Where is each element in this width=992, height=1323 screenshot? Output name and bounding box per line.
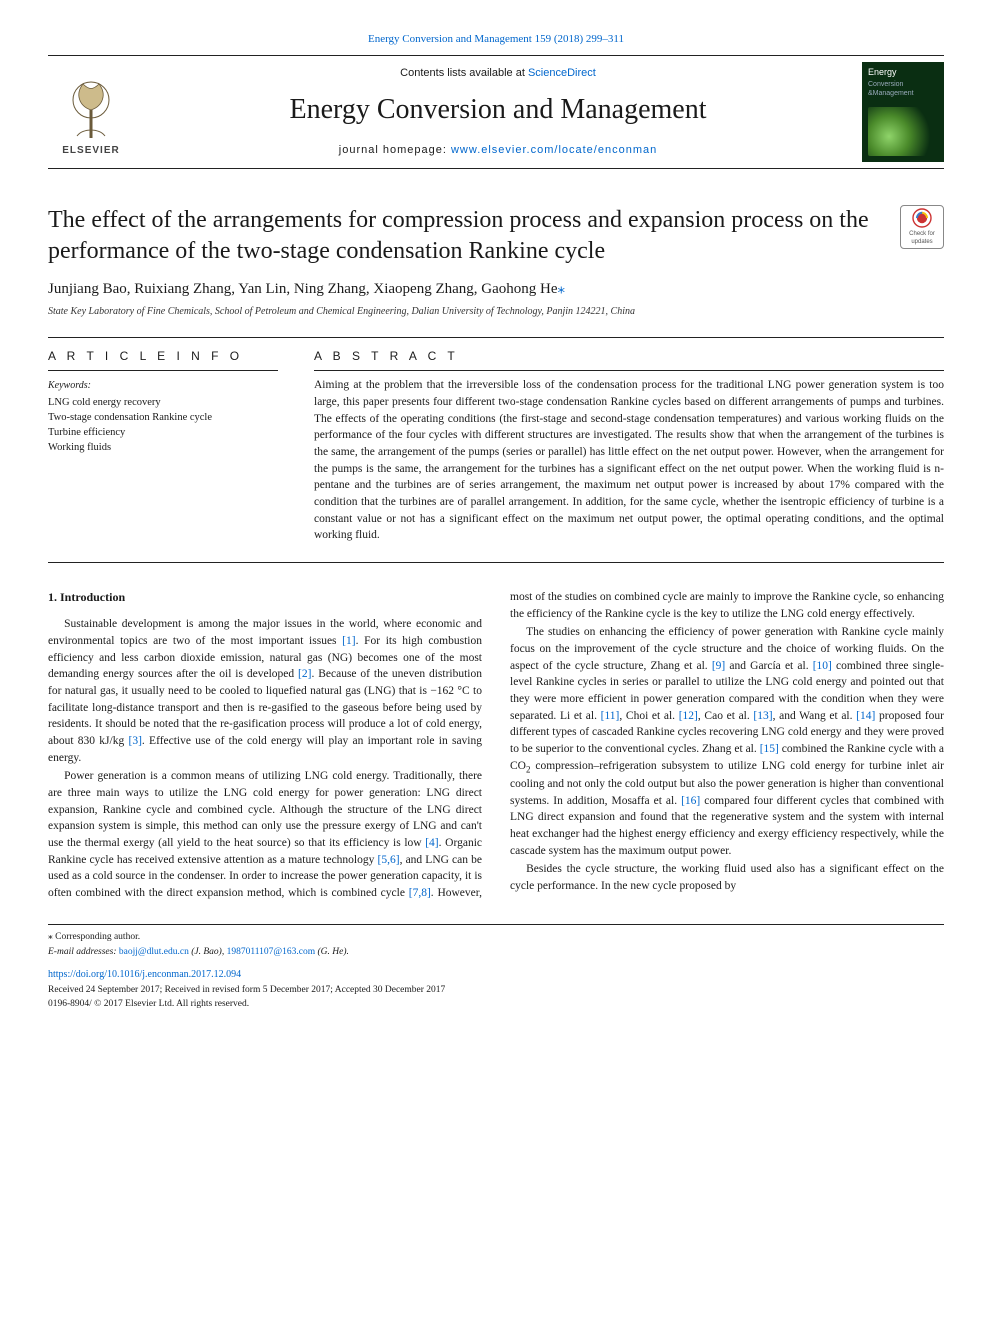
authors-list: Junjiang Bao, Ruixiang Zhang, Yan Lin, N…	[48, 281, 558, 297]
masthead-center: Contents lists available at ScienceDirec…	[146, 66, 850, 157]
abstract-label: A B S T R A C T	[314, 348, 944, 364]
email-who: (G. He).	[315, 947, 349, 957]
keywords-label: Keywords:	[48, 379, 278, 393]
corresponding-note: ⁎ Corresponding author.	[48, 931, 944, 944]
cover-art	[868, 107, 938, 156]
abstract-text: Aiming at the problem that the irreversi…	[314, 377, 944, 544]
badge-line1: Check for	[909, 230, 935, 238]
doi-line: https://doi.org/10.1016/j.enconman.2017.…	[48, 968, 944, 982]
article-info-label: A R T I C L E I N F O	[48, 348, 278, 364]
homepage-prefix: journal homepage:	[339, 144, 451, 156]
running-head-link[interactable]: Energy Conversion and Management 159 (20…	[368, 33, 624, 45]
keyword: LNG cold energy recovery	[48, 395, 278, 410]
authors: Junjiang Bao, Ruixiang Zhang, Yan Lin, N…	[48, 279, 944, 299]
ref-link[interactable]: [2]	[298, 668, 311, 680]
ref-link[interactable]: [13]	[753, 710, 772, 722]
copyright-line: 0196-8904/ © 2017 Elsevier Ltd. All righ…	[48, 998, 944, 1011]
publisher-logo: ELSEVIER	[48, 62, 134, 162]
affiliation: State Key Laboratory of Fine Chemicals, …	[48, 305, 944, 319]
keyword: Two-stage condensation Rankine cycle	[48, 410, 278, 425]
keyword: Working fluids	[48, 440, 278, 455]
sciencedirect-link[interactable]: ScienceDirect	[528, 67, 596, 79]
para: Sustainable development is among the maj…	[48, 616, 482, 766]
contents-prefix: Contents lists available at	[400, 67, 528, 79]
article-title: The effect of the arrangements for compr…	[48, 205, 884, 267]
article-info-col: A R T I C L E I N F O Keywords: LNG cold…	[48, 348, 278, 544]
para: Besides the cycle structure, the working…	[510, 861, 944, 894]
ref-link[interactable]: [14]	[856, 710, 875, 722]
ref-link[interactable]: [4]	[425, 837, 438, 849]
journal-name: Energy Conversion and Management	[146, 91, 850, 129]
ref-link[interactable]: [12]	[679, 710, 698, 722]
footer: ⁎ Corresponding author. E-mail addresses…	[48, 924, 944, 1011]
elsevier-tree-icon	[61, 70, 121, 142]
ref-link[interactable]: [9]	[712, 660, 725, 672]
title-block: The effect of the arrangements for compr…	[48, 205, 944, 267]
ref-link[interactable]: [1]	[342, 635, 355, 647]
homepage-line: journal homepage: www.elsevier.com/locat…	[146, 143, 850, 158]
badge-line2: updates	[911, 238, 932, 246]
check-updates-badge[interactable]: Check for updates	[900, 205, 944, 249]
email-link[interactable]: 1987011107@163.com	[227, 947, 316, 957]
rule-abstract	[314, 370, 944, 371]
cover-title: Energy	[868, 68, 938, 78]
ref-link[interactable]: [3]	[129, 735, 142, 747]
ref-link[interactable]: [7,8]	[409, 887, 431, 899]
masthead: ELSEVIER Contents lists available at Sci…	[48, 55, 944, 169]
crossmark-icon	[912, 208, 932, 228]
ref-link[interactable]: [15]	[760, 743, 779, 755]
journal-cover-thumb: Energy Conversion &Management	[862, 62, 944, 162]
homepage-link[interactable]: www.elsevier.com/locate/enconman	[451, 144, 657, 156]
contents-line: Contents lists available at ScienceDirec…	[146, 66, 850, 81]
emails-label: E-mail addresses:	[48, 947, 119, 957]
para: The studies on enhancing the efficiency …	[510, 624, 944, 859]
rule-info	[48, 370, 278, 371]
running-head: Energy Conversion and Management 159 (20…	[48, 32, 944, 47]
email-who: (J. Bao),	[189, 947, 227, 957]
keyword: Turbine efficiency	[48, 425, 278, 440]
meta-row: A R T I C L E I N F O Keywords: LNG cold…	[48, 348, 944, 544]
ref-link[interactable]: [16]	[681, 795, 700, 807]
ref-link[interactable]: [5,6]	[378, 854, 400, 866]
keywords-list: LNG cold energy recovery Two-stage conde…	[48, 395, 278, 456]
body-columns: 1. Introduction Sustainable development …	[48, 589, 944, 902]
section-heading: 1. Introduction	[48, 589, 482, 606]
publisher-name: ELSEVIER	[62, 144, 119, 158]
cover-subtitle: Conversion &Management	[868, 80, 938, 99]
doi-link[interactable]: https://doi.org/10.1016/j.enconman.2017.…	[48, 969, 241, 980]
rule-top	[48, 337, 944, 338]
abstract-col: A B S T R A C T Aiming at the problem th…	[314, 348, 944, 544]
rule-bottom	[48, 562, 944, 563]
corresponding-marker[interactable]: ⁎	[558, 281, 566, 297]
email-link[interactable]: baojj@dlut.edu.cn	[119, 947, 189, 957]
history-line: Received 24 September 2017; Received in …	[48, 984, 944, 997]
ref-link[interactable]: [10]	[813, 660, 832, 672]
ref-link[interactable]: [11]	[601, 710, 620, 722]
emails-line: E-mail addresses: baojj@dlut.edu.cn (J. …	[48, 946, 944, 959]
